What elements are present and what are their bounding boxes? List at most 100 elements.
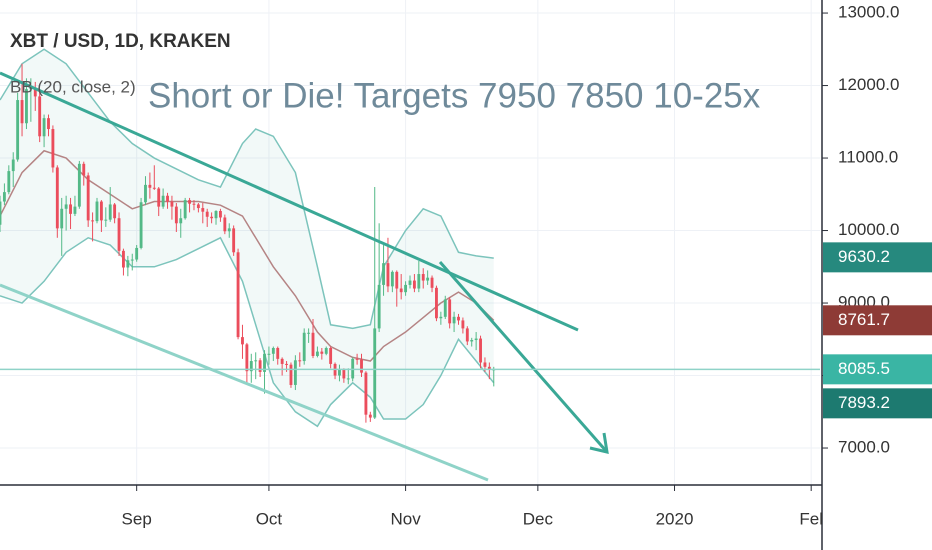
candle-body <box>232 228 236 253</box>
x-tick-label: Fel <box>799 509 823 528</box>
x-tick-label: 2020 <box>656 509 694 528</box>
x-tick-label: Dec <box>523 509 554 528</box>
grid <box>0 0 820 485</box>
x-tick-label: Oct <box>256 509 283 528</box>
candle-body <box>258 360 262 372</box>
candle-body <box>443 299 447 317</box>
axes: 7000.08000.09000.010000.011000.012000.01… <box>122 3 900 529</box>
y-tick-label: 11000.0 <box>838 148 898 167</box>
candle-body <box>324 347 328 354</box>
candle-body <box>315 351 319 356</box>
candle-body <box>95 201 99 222</box>
annotation: Short or Die! Targets 7950 7850 10-25x <box>148 76 761 115</box>
candle-body <box>368 414 372 418</box>
candle-body <box>11 159 15 172</box>
candle-body <box>148 184 152 188</box>
arrow-head <box>589 432 609 454</box>
candle-body <box>16 100 20 160</box>
candle-body <box>245 344 249 372</box>
candle-body <box>267 353 271 355</box>
candle-body <box>338 369 341 376</box>
candle-body <box>311 332 315 356</box>
candle-body <box>412 280 416 289</box>
price-label-badge <box>823 354 932 385</box>
trend-line <box>0 283 489 482</box>
candle-body <box>122 250 125 268</box>
candle-body <box>390 271 394 287</box>
candle-body <box>130 259 134 261</box>
candle-body <box>421 274 425 281</box>
candle-body <box>465 328 469 342</box>
candle-body <box>293 360 297 385</box>
candle-body <box>470 340 474 342</box>
candle-body <box>55 167 59 229</box>
candle-body <box>174 206 178 224</box>
candle-body <box>487 366 491 370</box>
candle-body <box>86 175 90 221</box>
candle-body <box>479 338 482 363</box>
candle-body <box>399 288 403 293</box>
price-label: 7893.2 <box>838 393 890 412</box>
candle-body <box>201 208 205 212</box>
candle-body <box>346 378 350 380</box>
candle-body <box>452 316 456 324</box>
candle-body <box>192 203 196 205</box>
candle-body <box>364 372 368 415</box>
candle-body <box>42 118 46 137</box>
candle-body <box>91 220 95 222</box>
candle-body <box>179 218 183 224</box>
candle-body <box>0 201 2 225</box>
candle-body <box>51 129 55 168</box>
price-labels: 9630.2 8761.7 8085.5 7893.2 <box>0 242 932 419</box>
bollinger-basis <box>0 149 495 362</box>
candle-body <box>382 263 385 285</box>
candle-body <box>430 277 434 288</box>
candle-body <box>210 216 214 219</box>
candle-body <box>82 163 86 176</box>
candle-body <box>205 211 209 217</box>
candle-body <box>249 361 253 372</box>
candle-body <box>77 163 81 207</box>
candle-body <box>104 219 108 221</box>
candle-body <box>73 206 77 214</box>
drawings <box>0 71 609 482</box>
candle-body <box>227 228 231 232</box>
candle-body <box>395 271 399 289</box>
candle-body <box>298 360 302 362</box>
candle-body <box>426 277 430 281</box>
candle-body <box>214 210 218 219</box>
candle-body <box>152 187 156 189</box>
candle-body <box>355 358 359 360</box>
candle-body <box>404 284 408 293</box>
candle-body <box>108 204 112 220</box>
candle-body <box>29 87 33 90</box>
candle-body <box>320 351 324 354</box>
y-tick-label: 10000.0 <box>838 220 899 239</box>
candle-body <box>135 247 139 260</box>
candle-body <box>161 195 165 207</box>
candle-body <box>99 201 103 221</box>
candle-body <box>474 338 478 341</box>
indicator-label: BB (20, close, 2) <box>10 77 136 96</box>
candle-body <box>408 280 412 285</box>
candle-body <box>69 204 72 214</box>
candle-body <box>285 363 288 365</box>
candle-body <box>360 359 363 373</box>
candle-body <box>276 347 280 359</box>
candle-body <box>20 100 24 124</box>
candle-body <box>170 201 174 207</box>
candle-body <box>196 204 200 209</box>
candle-body <box>25 89 28 124</box>
candle-body <box>448 299 452 324</box>
candle-body <box>64 204 68 209</box>
candle-body <box>33 87 37 97</box>
candle-body <box>166 195 169 202</box>
candle-body <box>302 332 306 362</box>
candle-body <box>144 184 147 203</box>
price-label-badge <box>823 388 932 419</box>
candle-body <box>271 347 275 354</box>
candle-body <box>289 364 293 385</box>
candle-body <box>386 263 390 287</box>
candle-body <box>439 316 443 319</box>
